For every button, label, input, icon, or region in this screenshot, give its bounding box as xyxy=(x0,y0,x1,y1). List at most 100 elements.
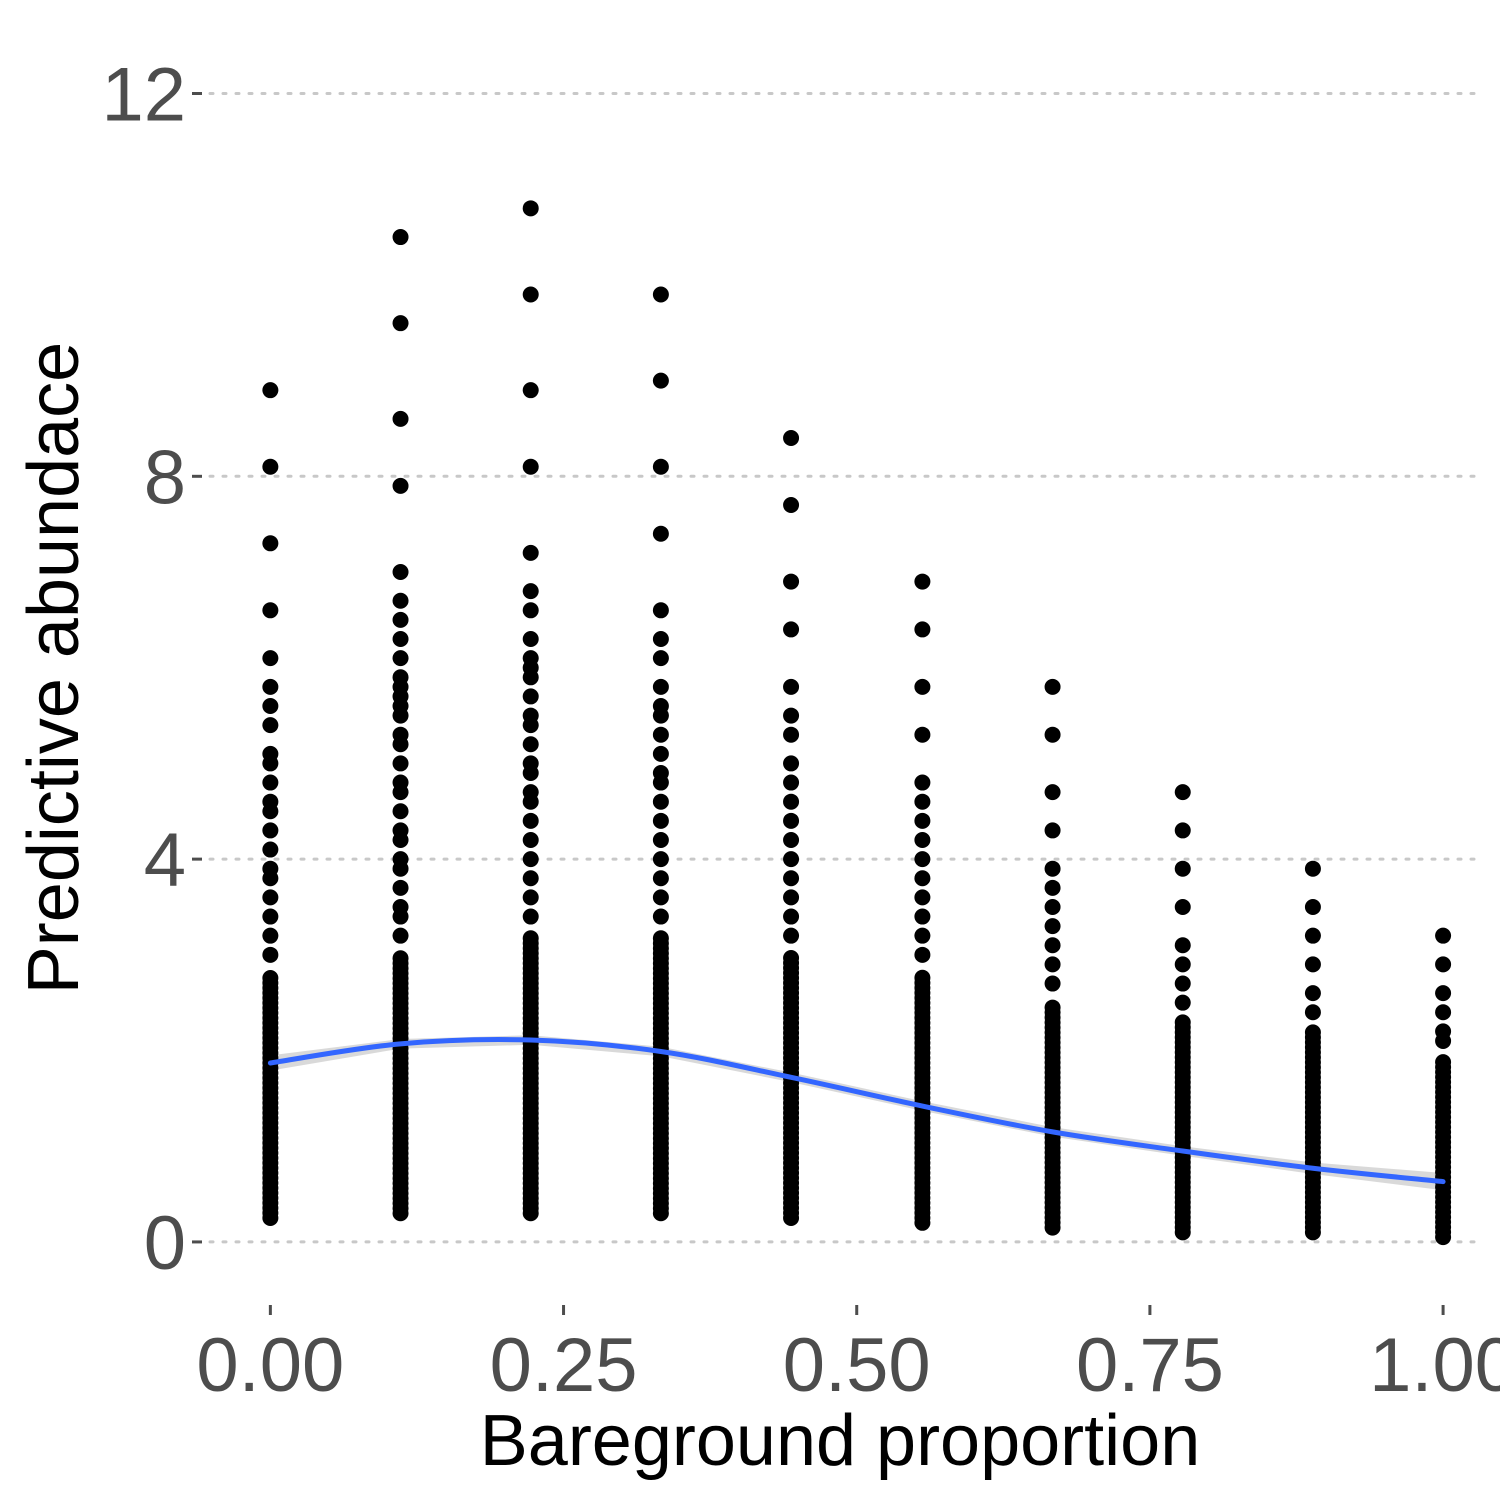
data-point xyxy=(1174,860,1191,877)
data-point xyxy=(1044,956,1061,973)
x-axis-title: Bareground proportion xyxy=(480,1401,1201,1481)
data-point xyxy=(392,879,409,896)
data-point xyxy=(262,841,279,858)
data-point xyxy=(522,784,539,801)
data-points xyxy=(262,200,1452,1246)
data-point xyxy=(392,774,409,791)
data-point xyxy=(262,860,279,877)
data-point xyxy=(262,927,279,944)
data-point xyxy=(1044,784,1061,801)
data-point xyxy=(783,831,800,848)
data-point xyxy=(1174,822,1191,839)
data-point xyxy=(1304,1004,1321,1021)
data-point xyxy=(652,930,669,947)
data-point xyxy=(783,793,800,810)
data-point xyxy=(522,812,539,829)
data-point xyxy=(522,908,539,925)
axes: 0 4 8 12 0.00 0.25 0.50 0.75 1.00 xyxy=(101,52,1500,1408)
data-point xyxy=(783,927,800,944)
data-point xyxy=(1044,822,1061,839)
smooth-line-layer xyxy=(267,1037,1446,1185)
data-point xyxy=(1044,879,1061,896)
y-tick-label: 12 xyxy=(101,52,186,137)
x-tick-label: 0.25 xyxy=(490,1323,638,1408)
data-point xyxy=(914,946,931,963)
x-tick-label: 0.50 xyxy=(783,1323,931,1408)
data-point xyxy=(914,812,931,829)
data-point xyxy=(652,889,669,906)
data-point xyxy=(522,930,539,947)
data-point xyxy=(1304,1024,1321,1041)
data-point xyxy=(392,927,409,944)
data-point xyxy=(1435,1054,1452,1071)
data-point xyxy=(1044,975,1061,992)
data-point xyxy=(652,908,669,925)
data-point xyxy=(914,908,931,925)
data-point xyxy=(262,774,279,791)
y-tick-label: 4 xyxy=(144,818,186,903)
data-point xyxy=(652,602,669,619)
data-point xyxy=(392,410,409,427)
data-point xyxy=(652,831,669,848)
x-tick-label: 0.00 xyxy=(196,1323,344,1408)
data-point xyxy=(1174,1014,1191,1031)
data-point xyxy=(652,678,669,695)
data-point xyxy=(652,458,669,475)
data-point xyxy=(783,889,800,906)
data-point xyxy=(652,697,669,714)
y-axis-title: Predictive abundace xyxy=(14,342,94,994)
data-point xyxy=(522,200,539,217)
data-point xyxy=(783,430,800,447)
data-point xyxy=(522,889,539,906)
data-point xyxy=(522,851,539,868)
smooth-line xyxy=(267,1037,1446,1185)
data-point xyxy=(392,950,409,967)
data-point xyxy=(1174,956,1191,973)
data-point xyxy=(914,969,931,986)
data-point xyxy=(392,315,409,332)
x-tick-label: 1.00 xyxy=(1369,1323,1500,1408)
data-point xyxy=(652,286,669,303)
data-point xyxy=(1044,726,1061,743)
data-point xyxy=(392,477,409,494)
confidence-ribbon-layer xyxy=(270,1035,1444,1191)
data-point xyxy=(522,631,539,648)
data-point xyxy=(783,774,800,791)
data-point xyxy=(262,650,279,667)
data-point xyxy=(1304,860,1321,877)
data-point xyxy=(392,851,409,868)
data-point xyxy=(1435,956,1452,973)
data-point xyxy=(783,950,800,967)
data-point xyxy=(522,707,539,724)
data-point xyxy=(1044,860,1061,877)
data-point xyxy=(522,286,539,303)
data-point xyxy=(652,793,669,810)
data-point xyxy=(262,697,279,714)
data-point xyxy=(522,755,539,772)
data-point xyxy=(522,870,539,887)
data-point xyxy=(914,678,931,695)
x-tick-label: 0.75 xyxy=(1076,1323,1224,1408)
data-point xyxy=(783,707,800,724)
data-point xyxy=(783,497,800,514)
data-point xyxy=(262,970,279,987)
data-point xyxy=(783,573,800,590)
data-point xyxy=(262,946,279,963)
data-point xyxy=(914,889,931,906)
data-point xyxy=(1044,678,1061,695)
data-point xyxy=(522,458,539,475)
data-point xyxy=(783,726,800,743)
data-point xyxy=(914,774,931,791)
data-point xyxy=(1435,927,1452,944)
data-point xyxy=(914,726,931,743)
y-tick-label: 8 xyxy=(144,435,186,520)
data-point xyxy=(1304,956,1321,973)
data-point xyxy=(652,726,669,743)
data-point xyxy=(522,736,539,753)
data-point xyxy=(392,631,409,648)
data-point xyxy=(783,870,800,887)
data-point xyxy=(1304,927,1321,944)
data-point xyxy=(1435,985,1452,1002)
data-point xyxy=(1174,937,1191,954)
data-point xyxy=(783,812,800,829)
